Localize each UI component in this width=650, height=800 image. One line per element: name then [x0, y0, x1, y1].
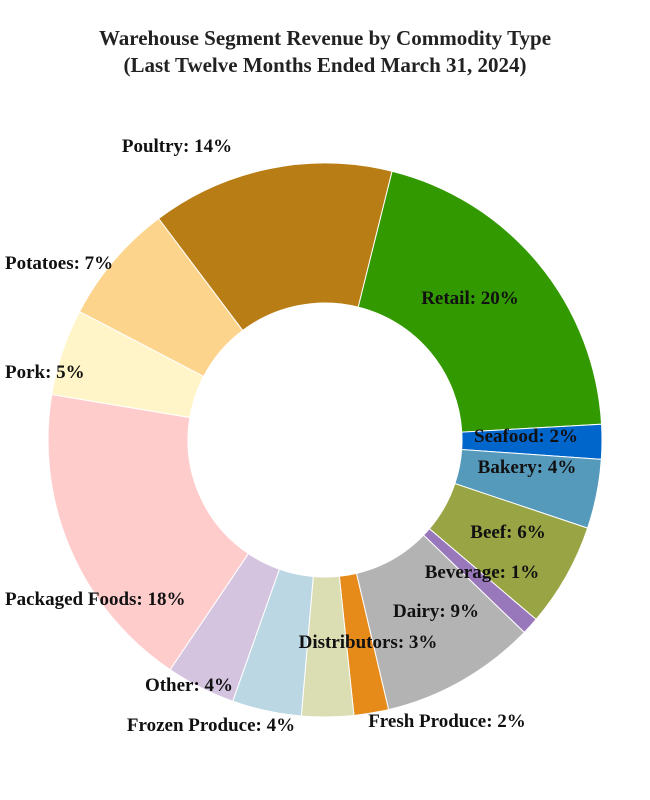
label-other: Other: 4% [145, 675, 233, 696]
label-distributors: Distributors: 3% [299, 632, 438, 653]
label-beverage: Beverage: 1% [425, 562, 539, 583]
slice-poultry [157, 162, 393, 332]
slice-retail [357, 170, 603, 433]
label-seafood: Seafood: 2% [474, 426, 578, 447]
label-dairy: Dairy: 9% [393, 601, 479, 622]
slice-labels: Retail: 20% Seafood: 2% Bakery: 4% Beef: 6%… [5, 136, 578, 736]
slice-packaged-foods [47, 393, 250, 671]
label-poultry: Poultry: 14% [122, 136, 232, 157]
chart-title: Warehouse Segment Revenue by Commodity T… [99, 26, 551, 50]
label-bakery: Bakery: 4% [478, 457, 577, 478]
label-beef: Beef: 6% [470, 522, 545, 543]
label-packaged-foods: Packaged Foods: 18% [5, 589, 186, 610]
label-retail: Retail: 20% [421, 288, 519, 309]
label-fresh-produce: Fresh Produce: 2% [368, 711, 526, 732]
label-frozen-produce: Frozen Produce: 4% [127, 715, 295, 736]
chart-subtitle: (Last Twelve Months Ended March 31, 2024… [123, 53, 526, 77]
label-pork: Pork: 5% [5, 362, 85, 383]
label-potatoes: Potatoes: 7% [5, 253, 113, 274]
donut-slices [47, 162, 603, 718]
